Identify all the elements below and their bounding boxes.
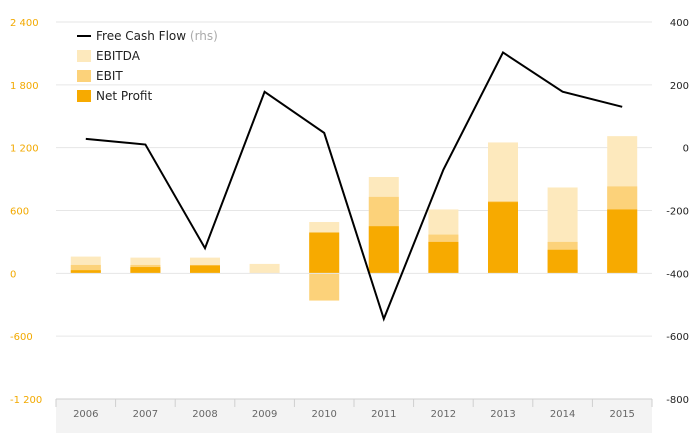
- y-right-tick-label-5: 200: [670, 81, 689, 92]
- x-tick-label-2009: 2009: [252, 409, 277, 420]
- y-left-tick-label-1: -600: [10, 332, 33, 343]
- bar-net-profit-2008: [190, 265, 220, 274]
- x-tick-label-2014: 2014: [550, 409, 575, 420]
- legend-label-free-cash-flow: Free Cash Flow (rhs): [96, 29, 218, 43]
- legend-marker-ebitda: [77, 50, 91, 62]
- y-right-tick-label-4: 0: [683, 144, 689, 155]
- bar-ebit-2010: [309, 273, 340, 301]
- y-right-tick-label-3: -200: [666, 207, 689, 218]
- bar-net-profit-2012: [428, 241, 459, 274]
- bar-net-profit-2010: [309, 232, 340, 274]
- legend: Free Cash Flow (rhs) EBITDA EBIT Net Profit: [77, 29, 218, 103]
- y-left-tick-label-0: -1 200: [10, 395, 42, 406]
- x-tick-label-2013: 2013: [490, 409, 515, 420]
- y-left-tick-label-4: 1 200: [10, 144, 39, 155]
- legend-label-ebitda: EBITDA: [96, 49, 141, 63]
- legend-suffix-free-cash-flow: (rhs): [186, 29, 218, 43]
- x-tick-label-2006: 2006: [73, 409, 98, 420]
- x-tick-label-2012: 2012: [431, 409, 456, 420]
- y-left-tick-label-2: 0: [10, 269, 16, 280]
- y-axis-left: -1 200 -600 0 600 1 200 1 800 2 400: [10, 18, 42, 406]
- bar-net-profit-2007: [130, 267, 161, 274]
- bar-net-profit-2013: [488, 202, 518, 274]
- bar-net-profit-2011: [368, 226, 399, 274]
- legend-label-net-profit: Net Profit: [96, 89, 152, 103]
- y-left-tick-label-5: 1 800: [10, 81, 39, 92]
- bar-net-profit-2014: [547, 249, 578, 274]
- bar-ebit-2006: [70, 264, 101, 274]
- y-right-tick-label-0: -800: [666, 395, 689, 406]
- legend-label-ebit: EBIT: [96, 69, 123, 83]
- x-tick-label-2010: 2010: [311, 409, 336, 420]
- legend-marker-ebit: [77, 70, 91, 82]
- bar-series: [70, 136, 638, 301]
- y-left-tick-label-6: 2 400: [10, 18, 39, 29]
- y-left-tick-label-3: 600: [10, 207, 29, 218]
- x-axis: 2006 2007 2008 2009 2010 2011 2012 2013 2014 2015: [55, 398, 653, 433]
- line-series: [85, 51, 623, 322]
- bar-ebitda-2009: [249, 263, 280, 274]
- x-tick-label-2008: 2008: [192, 409, 217, 420]
- legend-marker-net-profit: [77, 90, 91, 102]
- x-tick-label-2015: 2015: [609, 409, 634, 420]
- y-right-tick-label-6: 400: [670, 18, 689, 29]
- x-tick-label-2011: 2011: [371, 409, 396, 420]
- x-tick-label-2007: 2007: [133, 409, 158, 420]
- bar-net-profit-2006: [70, 270, 101, 274]
- line-free-cash-flow: [85, 51, 623, 322]
- y-right-tick-label-1: -600: [666, 332, 689, 343]
- y-right-tick-label-2: -400: [666, 269, 689, 280]
- y-axis-right: -800 -600 -400 -200 0 200 400: [666, 18, 689, 406]
- bar-net-profit-2015: [607, 209, 638, 274]
